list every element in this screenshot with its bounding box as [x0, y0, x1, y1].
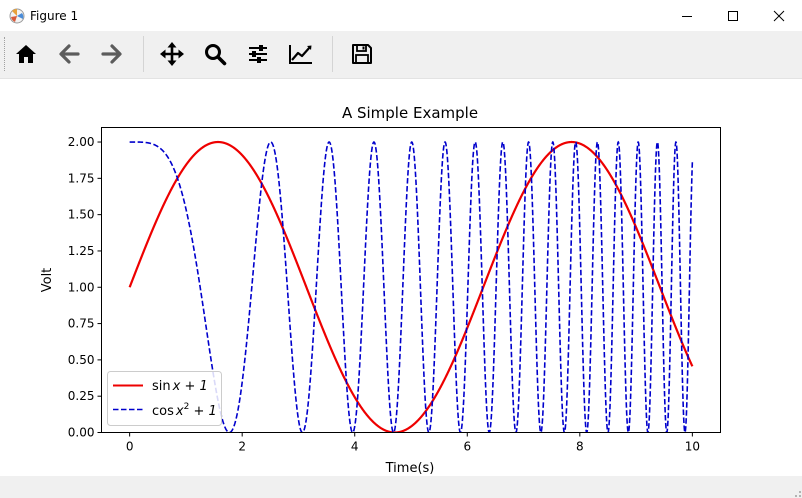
size-grip-icon[interactable] — [790, 486, 802, 498]
y-axis: 0.00 0.25 0.50 0.75 1.00 1.25 1.50 1.75 2.00 — [68, 135, 102, 440]
plot-area-frame — [101, 127, 721, 433]
y-tick-label: 1.75 — [68, 171, 95, 185]
status-bar — [0, 476, 802, 498]
floppy-disk-icon — [352, 44, 372, 64]
toolbar-separator — [143, 36, 144, 72]
subplots-button[interactable] — [239, 35, 277, 73]
figure-canvas[interactable]: A Simple Example 0 2 4 6 8 10 0.00 0.25 0.50 0.7… — [0, 79, 802, 476]
arrow-right-icon — [101, 44, 122, 64]
x-axis-label: Time(s) — [385, 461, 435, 476]
save-button[interactable] — [343, 35, 381, 73]
y-tick-label: 0.50 — [68, 353, 95, 367]
x-tick-label: 8 — [576, 440, 584, 454]
legend: sin x + 1 cos x2 + 1 — [107, 371, 222, 426]
y-tick-label: 2.00 — [68, 135, 95, 149]
navigation-toolbar — [0, 31, 802, 79]
window-titlebar: Figure 1 — [0, 0, 802, 31]
y-tick-label: 1.50 — [68, 208, 95, 222]
arrow-left-icon — [59, 44, 80, 64]
x-tick-label: 2 — [238, 440, 246, 454]
y-tick-label: 0.75 — [68, 317, 95, 331]
legend-label-cos: cos x2 + 1 — [152, 402, 217, 419]
home-icon — [16, 45, 36, 63]
close-button[interactable] — [756, 0, 802, 31]
x-tick-label: 4 — [351, 440, 359, 454]
edit-axis-button[interactable] — [282, 35, 320, 73]
plot-lines — [128, 140, 694, 433]
legend-label-sin: sin x + 1 — [152, 379, 208, 394]
x-tick-label: 0 — [126, 440, 134, 454]
chart: A Simple Example 0 2 4 6 8 10 0.00 0.25 0.50 0.7… — [40, 104, 721, 476]
minimize-button[interactable] — [664, 0, 710, 31]
forward-button[interactable] — [93, 35, 131, 73]
zoom-button[interactable] — [196, 35, 234, 73]
home-button[interactable] — [7, 35, 45, 73]
x-tick-label: 10 — [685, 440, 700, 454]
close-icon — [773, 10, 785, 21]
pan-button[interactable] — [153, 35, 191, 73]
maximize-icon — [728, 10, 738, 21]
series-line-sin — [128, 140, 694, 433]
matplotlib-app-icon — [9, 8, 25, 24]
chart-title: A Simple Example — [342, 104, 478, 122]
series-line-cos — [129, 140, 694, 433]
sliders-icon — [249, 45, 267, 63]
y-tick-label: 1.00 — [68, 280, 95, 294]
x-tick-label: 6 — [463, 440, 471, 454]
minimize-icon — [682, 15, 692, 17]
y-tick-label: 1.25 — [68, 244, 95, 258]
window-title: Figure 1 — [30, 9, 79, 23]
toolbar-grip[interactable] — [4, 37, 8, 71]
move-icon — [160, 42, 184, 66]
x-axis: 0 2 4 6 8 10 — [126, 432, 700, 454]
magnifier-icon — [205, 44, 227, 66]
y-tick-label: 0.00 — [68, 426, 95, 440]
toolbar-separator — [332, 36, 333, 72]
y-axis-label: Volt — [40, 268, 55, 293]
line-chart-icon — [289, 45, 312, 64]
back-button[interactable] — [50, 35, 88, 73]
y-tick-label: 0.25 — [68, 389, 95, 403]
maximize-button[interactable] — [710, 0, 756, 31]
